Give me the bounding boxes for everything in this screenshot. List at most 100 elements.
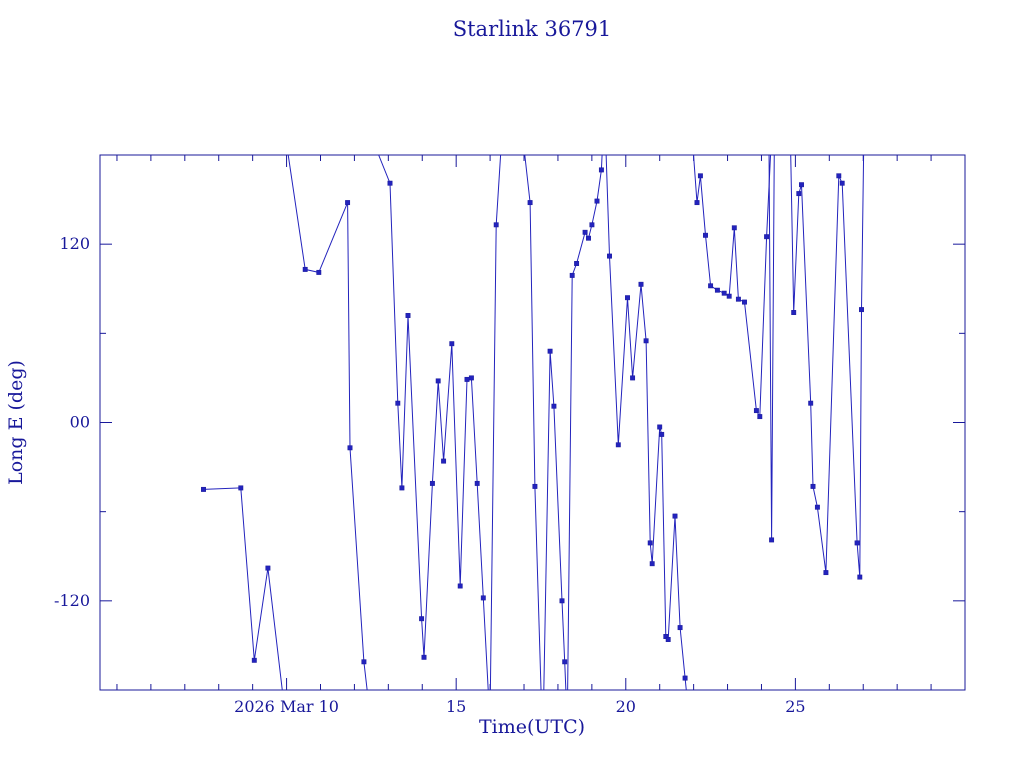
data-point-marker	[694, 200, 700, 206]
data-point-marker	[839, 180, 845, 186]
data-point-marker	[791, 310, 797, 315]
data-point-marker	[347, 445, 353, 451]
x-tick-label: 20	[616, 697, 636, 716]
y-axis-label: Long E (deg)	[5, 360, 27, 485]
data-point-marker	[551, 403, 557, 409]
data-point-marker	[657, 424, 663, 430]
data-point-marker	[808, 400, 814, 406]
longitude-series-line	[378, 155, 489, 690]
data-point-marker	[836, 173, 842, 179]
data-point-marker	[598, 167, 604, 173]
data-point-marker	[302, 266, 308, 272]
data-point-marker	[630, 375, 636, 381]
data-point-marker	[672, 513, 678, 519]
data-point-marker	[449, 341, 455, 347]
longitude-series-line	[203, 487, 283, 690]
y-tick-label: 120	[59, 234, 90, 253]
data-point-marker	[708, 283, 714, 289]
data-point-marker	[464, 376, 470, 382]
longitude-series-line	[693, 155, 772, 419]
plot-frame	[99, 154, 966, 691]
data-point-marker	[399, 485, 405, 491]
data-point-marker	[625, 295, 630, 301]
data-point-marker	[532, 483, 538, 489]
data-point-marker	[682, 675, 688, 681]
x-tick-label: 15	[446, 697, 466, 716]
x-tick-label: 25	[785, 697, 805, 716]
longitude-series-line	[524, 155, 542, 690]
data-point-marker	[345, 200, 351, 206]
data-point-marker	[677, 625, 683, 631]
longitude-series-line	[768, 155, 775, 540]
data-point-marker	[615, 442, 621, 448]
data-point-marker	[757, 414, 763, 420]
data-point-marker	[764, 234, 770, 240]
data-point-marker	[547, 348, 553, 354]
data-point-marker	[857, 574, 863, 580]
data-point-marker	[361, 659, 367, 665]
data-point-marker	[589, 222, 595, 228]
data-point-marker	[810, 483, 816, 489]
data-point-marker	[697, 173, 703, 179]
data-point-marker	[457, 583, 463, 589]
data-point-marker	[265, 565, 271, 571]
data-point-marker	[731, 225, 737, 231]
data-point-marker	[493, 222, 499, 228]
data-point-marker	[649, 561, 655, 567]
data-point-marker	[468, 375, 474, 381]
y-tick-label: 00	[70, 413, 90, 432]
data-point-marker	[569, 272, 575, 278]
data-point-marker	[527, 200, 533, 206]
data-point-marker	[435, 378, 441, 384]
longitude-series-line	[543, 351, 567, 690]
data-point-marker	[419, 616, 425, 622]
data-point-marker	[735, 296, 741, 302]
longitude-series-line	[287, 155, 368, 690]
data-point-marker	[586, 235, 591, 241]
chart-title: Starlink 36791	[453, 17, 612, 41]
data-point-marker	[799, 182, 804, 188]
data-point-marker	[441, 458, 447, 464]
data-point-marker	[429, 480, 435, 486]
axis-ticks	[100, 155, 966, 690]
data-point-marker	[559, 598, 565, 604]
data-point-marker	[742, 299, 747, 305]
y-tick-label: -120	[54, 591, 90, 610]
data-point-marker	[421, 654, 427, 660]
tick-labels: 2026 Mar 10 15 20 25 120 00 -120	[54, 234, 806, 716]
data-point-marker	[594, 198, 600, 204]
data-point-marker	[859, 307, 864, 313]
data-point-marker	[251, 657, 257, 663]
data-point-marker	[316, 269, 322, 275]
longitude-series-line	[489, 155, 502, 690]
data-point-marker	[647, 540, 653, 546]
data-point-markers	[201, 167, 864, 681]
data-point-marker	[480, 595, 486, 601]
x-tick-label: 2026 Mar 10	[234, 697, 339, 716]
data-point-marker	[854, 540, 860, 546]
data-point-marker	[582, 229, 588, 235]
data-point-marker	[238, 485, 244, 491]
x-axis-label: Time(UTC)	[479, 716, 585, 738]
data-point-marker	[665, 637, 671, 642]
data-point-marker	[574, 261, 580, 266]
data-point-marker	[638, 281, 644, 287]
data-point-marker	[405, 313, 411, 318]
data-point-marker	[769, 537, 775, 543]
data-point-marker	[395, 400, 401, 406]
data-point-marker	[823, 570, 829, 576]
data-point-marker	[562, 659, 568, 665]
data-point-marker	[753, 408, 759, 414]
data-point-marker	[474, 480, 480, 486]
data-point-marker	[703, 232, 708, 238]
data-point-marker	[387, 180, 393, 186]
longitude-series-line	[567, 155, 603, 690]
longitude-series-line	[790, 155, 865, 578]
data-point-marker	[726, 293, 732, 299]
data-point-marker	[201, 486, 206, 492]
data-point-marker	[607, 253, 612, 259]
data-point-marker	[721, 290, 727, 296]
longitude-series	[203, 155, 865, 690]
